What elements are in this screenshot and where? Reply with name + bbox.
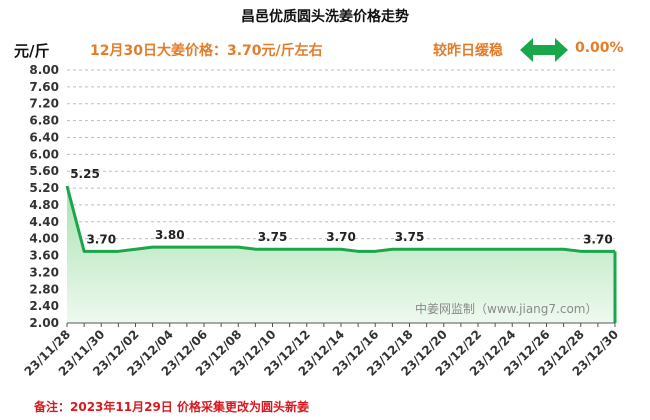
data-label: 3.75 — [258, 230, 288, 244]
y-tick-label: 2.00 — [29, 316, 59, 330]
price-line — [65, 185, 615, 253]
data-label: 3.75 — [395, 230, 425, 244]
data-label: 3.70 — [86, 232, 116, 246]
y-tick-label: 6.00 — [29, 147, 59, 161]
y-tick-label: 5.60 — [29, 164, 59, 178]
y-tick-label: 3.60 — [29, 249, 59, 263]
compare-label: 较昨日缓稳 — [433, 43, 503, 59]
double-arrow-icon — [520, 38, 568, 62]
y-tick-label: 7.20 — [29, 97, 59, 111]
footnote: 备注：2023年11月29日 价格采集更改为圆头新姜 — [34, 400, 309, 414]
y-tick-label: 8.00 — [29, 63, 59, 77]
y-axis-unit: 元/斤 — [14, 42, 50, 60]
y-tick-label: 5.20 — [29, 181, 59, 195]
area-fill — [67, 185, 615, 323]
data-labels: 5.25 3.70 3.80 3.75 3.70 3.75 3.70 — [70, 167, 612, 246]
y-tick-label: 7.60 — [29, 80, 59, 94]
y-tick-label: 4.40 — [29, 215, 59, 229]
y-tick-label: 6.80 — [29, 114, 59, 128]
data-label: 3.70 — [583, 232, 613, 246]
chart-title: 昌邑优质圆头洗姜价格走势 — [241, 9, 409, 25]
price-note: 12月30日大姜价格：3.70元/斤左右 — [90, 43, 323, 59]
y-tick-label: 4.00 — [29, 232, 59, 246]
y-axis: 2.00 2.40 2.80 3.20 3.60 4.00 4.40 4.80 5.20 5.60… — [29, 63, 59, 330]
data-label: 3.80 — [155, 228, 185, 242]
y-tick-label: 6.40 — [29, 130, 59, 144]
data-label: 5.25 — [70, 167, 100, 181]
y-tick-label: 3.20 — [29, 265, 59, 279]
y-tick-label: 2.40 — [29, 299, 59, 313]
x-axis: 23/11/2823/11/3023/12/0223/12/0423/12/06… — [22, 322, 621, 379]
watermark: 中姜网监制（www.jiang7.com） — [415, 301, 597, 316]
y-tick-label: 4.80 — [29, 198, 59, 212]
y-tick-label: 2.80 — [29, 282, 59, 296]
price-area — [65, 185, 617, 323]
data-label: 3.70 — [326, 230, 356, 244]
compare-value: 0.00% — [575, 40, 624, 56]
